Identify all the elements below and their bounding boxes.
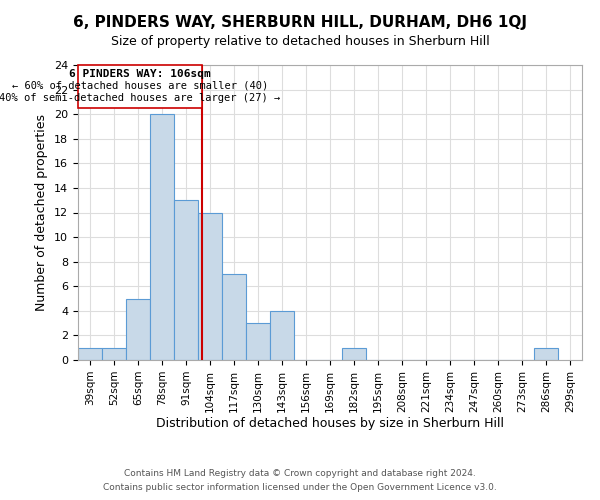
Bar bbox=[150, 114, 174, 360]
Bar bbox=[78, 348, 102, 360]
Text: Contains HM Land Registry data © Crown copyright and database right 2024.: Contains HM Land Registry data © Crown c… bbox=[124, 468, 476, 477]
Bar bbox=[534, 348, 558, 360]
Text: 40% of semi-detached houses are larger (27) →: 40% of semi-detached houses are larger (… bbox=[0, 93, 280, 103]
Bar bbox=[222, 274, 246, 360]
Text: 6 PINDERS WAY: 106sqm: 6 PINDERS WAY: 106sqm bbox=[69, 68, 211, 78]
Bar bbox=[270, 311, 294, 360]
Bar bbox=[246, 323, 270, 360]
Bar bbox=[174, 200, 198, 360]
Bar bbox=[78, 65, 202, 108]
Text: Contains public sector information licensed under the Open Government Licence v3: Contains public sector information licen… bbox=[103, 484, 497, 492]
Bar bbox=[342, 348, 366, 360]
Bar bbox=[198, 212, 222, 360]
X-axis label: Distribution of detached houses by size in Sherburn Hill: Distribution of detached houses by size … bbox=[156, 418, 504, 430]
Bar bbox=[126, 298, 150, 360]
Text: ← 60% of detached houses are smaller (40): ← 60% of detached houses are smaller (40… bbox=[12, 81, 268, 91]
Bar bbox=[102, 348, 126, 360]
Text: Size of property relative to detached houses in Sherburn Hill: Size of property relative to detached ho… bbox=[110, 35, 490, 48]
Y-axis label: Number of detached properties: Number of detached properties bbox=[35, 114, 49, 311]
Text: 6, PINDERS WAY, SHERBURN HILL, DURHAM, DH6 1QJ: 6, PINDERS WAY, SHERBURN HILL, DURHAM, D… bbox=[73, 15, 527, 30]
